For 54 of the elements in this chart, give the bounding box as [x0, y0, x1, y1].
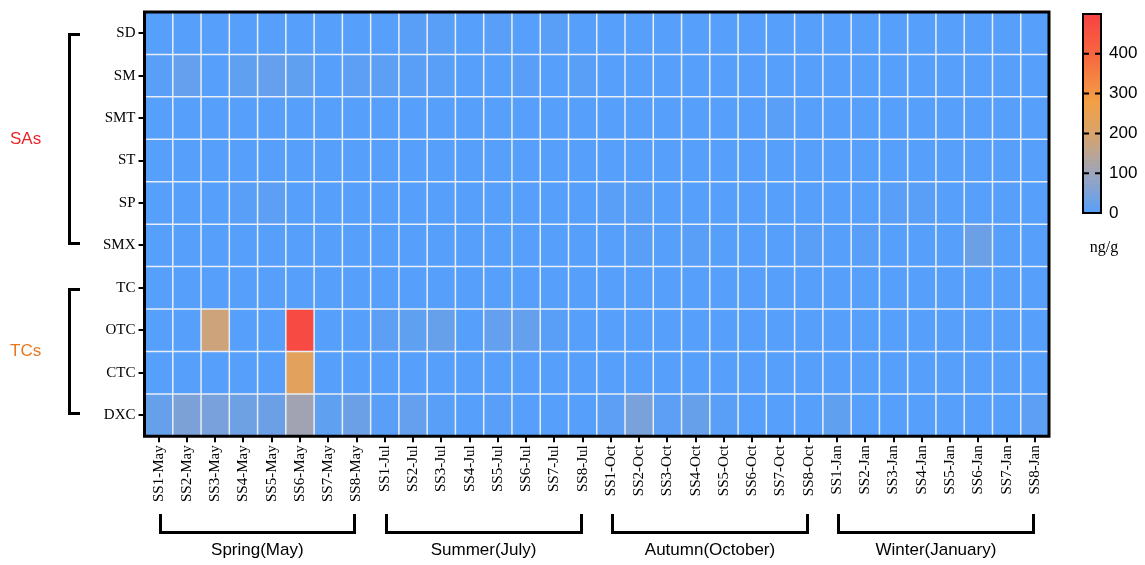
x-tick-label: SS1-Jul [375, 445, 392, 493]
x-tick-label: SS6-Oct [743, 444, 760, 497]
text: SAs [10, 129, 42, 150]
x-tick-label: SS5-Oct [714, 444, 731, 497]
x-tick-label: SS4-Jul [460, 445, 477, 493]
text: Autumn(October) [644, 540, 776, 560]
x-tick-label: SS7-Jul [545, 445, 562, 493]
x-tick-label: SS8-Jan [1025, 444, 1042, 495]
color-bar-label: 0 [1109, 202, 1119, 222]
x-tick-label: SS8-Oct [799, 444, 816, 497]
text: Summer(July) [430, 540, 537, 560]
x-tick-label: SS7-May [319, 444, 336, 503]
y-tick-label: OTC [105, 321, 136, 338]
x-tick-label: SS5-May [262, 444, 279, 503]
x-tick-label: SS5-Jan [941, 444, 958, 495]
y-tick-label: TC [116, 278, 136, 295]
y-tick-label: SD [116, 24, 136, 41]
x-tick-label: SS8-Jul [573, 445, 590, 493]
x-tick-label: SS2-Jul [403, 445, 420, 493]
x-tick-label: SS6-May [290, 444, 307, 503]
y-tick-label: SP [118, 193, 136, 210]
y-tick-label: DXC [103, 406, 136, 423]
x-tick-label: SS4-Jan [912, 444, 929, 495]
color-bar-label: 100 [1109, 162, 1138, 182]
x-tick-label: SS2-May [177, 444, 194, 503]
color-bar-title: ng/g [1089, 238, 1119, 257]
y-tick-label: SMT [104, 109, 136, 126]
y-tick-label: CTC [106, 363, 136, 380]
x-tick-label: SS1-Jan [827, 444, 844, 495]
x-tick-label: SS3-May [206, 444, 223, 503]
x-tick-label: SS5-Jul [488, 445, 505, 493]
x-tick-label: SS3-Jul [432, 445, 449, 493]
x-tick-label: SS2-Jan [856, 444, 873, 495]
x-tick-label: SS4-Oct [686, 444, 703, 497]
y-tick-label: SM [113, 66, 136, 83]
x-tick-label: SS2-Oct [630, 444, 647, 497]
text: TCs [10, 341, 42, 362]
color-bar-label: 200 [1109, 123, 1138, 143]
x-tick-label: SS7-Jan [997, 444, 1014, 495]
text: Winter(January) [875, 540, 997, 560]
x-tick-label: SS8-May [347, 444, 364, 503]
y-tick-label: SMX [103, 236, 136, 253]
color-bar-label: 400 [1109, 43, 1138, 63]
x-tick-label: SS6-Jan [969, 444, 986, 495]
x-tick-label: SS1-Oct [601, 444, 618, 497]
x-tick-label: SS3-Oct [658, 444, 675, 497]
x-tick-label: SS7-Oct [771, 444, 788, 497]
text: Spring(May) [211, 540, 304, 560]
x-tick-label: SS6-Jul [517, 445, 534, 493]
x-tick-label: SS3-Jan [884, 444, 901, 495]
x-tick-label: SS4-May [234, 444, 251, 503]
y-tick-label: ST [118, 151, 136, 168]
x-tick-label: SS1-May [149, 444, 166, 503]
color-bar-label: 300 [1109, 83, 1138, 103]
